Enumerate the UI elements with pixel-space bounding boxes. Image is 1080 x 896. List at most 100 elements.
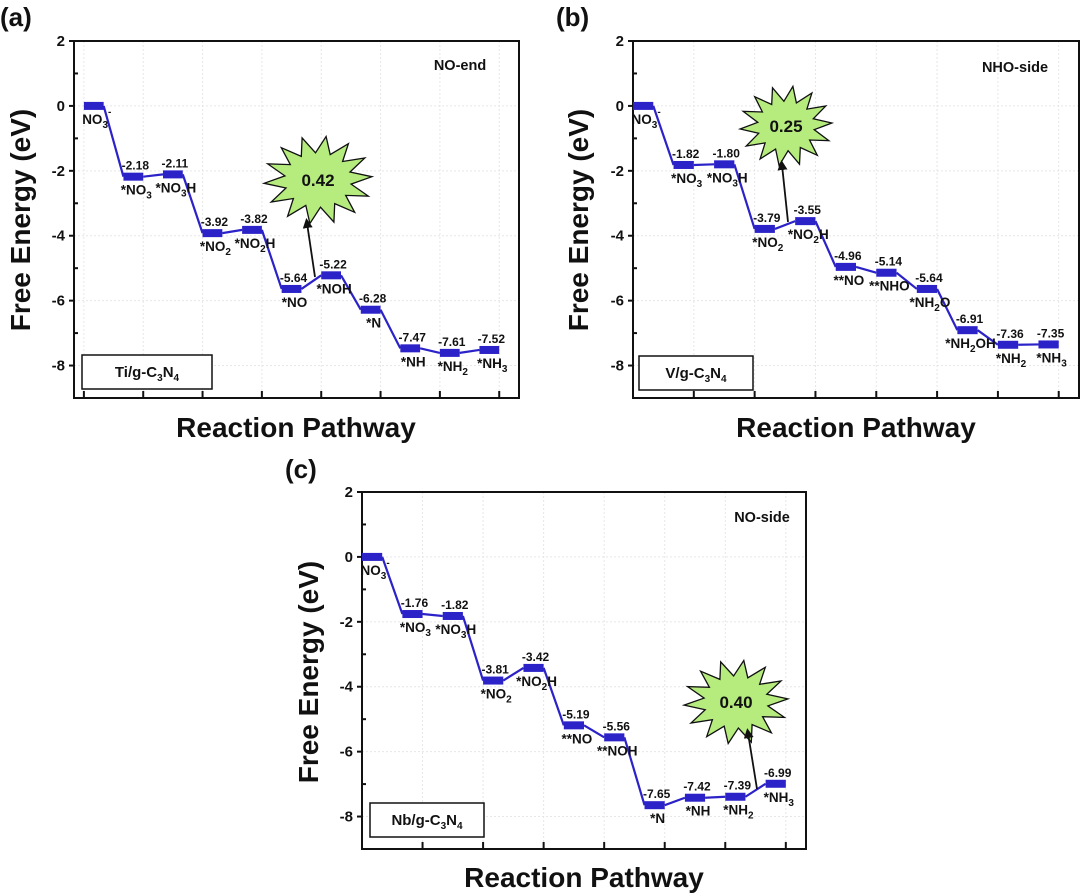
label-text: *NO bbox=[282, 295, 308, 310]
energy-value-label: -5.56 bbox=[603, 719, 631, 733]
energy-value-label: -3.42 bbox=[522, 650, 550, 664]
intermediate-label: *NH3 bbox=[1036, 350, 1067, 369]
intermediate-label: **NOH bbox=[597, 743, 638, 758]
label-subscript: 2 bbox=[225, 247, 231, 258]
step-connector bbox=[895, 271, 918, 290]
label-superscript: - bbox=[386, 558, 389, 569]
label-subscript: 3 bbox=[461, 630, 467, 641]
step-connector bbox=[774, 220, 796, 230]
label-text: *NH bbox=[438, 359, 463, 374]
intermediate-label: *N bbox=[650, 811, 665, 826]
step-connector bbox=[855, 265, 877, 274]
label-text: *NO bbox=[752, 235, 778, 250]
label-subscript: 2 bbox=[260, 244, 266, 255]
energy-level-bar bbox=[83, 101, 104, 110]
label-text: *NO bbox=[516, 674, 542, 689]
step-connector bbox=[583, 724, 605, 739]
y-tick-label: -2 bbox=[340, 614, 353, 631]
energy-level-bar bbox=[360, 305, 381, 314]
limiting-step-arrow bbox=[302, 218, 316, 278]
step-connector bbox=[705, 795, 726, 799]
label-text: H bbox=[547, 674, 557, 689]
step-connector bbox=[976, 329, 999, 346]
label-text: *NH bbox=[910, 295, 935, 310]
y-tick-label: -4 bbox=[611, 228, 625, 245]
catalyst-text: V/g-C bbox=[665, 365, 704, 382]
y-tick-label: 2 bbox=[616, 33, 624, 50]
y-tick-label: -6 bbox=[52, 293, 65, 310]
label-subscript: 2 bbox=[778, 243, 784, 254]
energy-level-bar bbox=[916, 284, 938, 293]
intermediate-label: NO3- bbox=[632, 107, 661, 131]
label-text: *NO bbox=[671, 171, 697, 186]
energy-value-label: -4.96 bbox=[834, 249, 862, 263]
limiting-step-value: 0.40 bbox=[719, 693, 752, 712]
label-text: *NO bbox=[435, 622, 461, 637]
label-text: *NH bbox=[686, 804, 711, 819]
intermediate-label: *NO2H bbox=[788, 227, 829, 246]
label-subscript: 2 bbox=[506, 695, 512, 706]
label-text: *NH bbox=[401, 354, 426, 369]
intermediate-label: **NHO bbox=[869, 279, 910, 294]
energy-series: NO3--1.82*NO3-1.80*NO3H-3.79*NO2-3.55*NO… bbox=[632, 101, 1067, 370]
panel-label: (b) bbox=[556, 2, 589, 32]
label-subscript: 3 bbox=[181, 188, 187, 199]
step-connector bbox=[419, 347, 441, 354]
energy-level-bar bbox=[684, 793, 706, 802]
y-tick-label: -4 bbox=[52, 228, 66, 245]
energy-value-label: -1.80 bbox=[713, 146, 741, 160]
intermediate-label: *NO3H bbox=[435, 622, 476, 641]
step-connector bbox=[542, 667, 565, 726]
label-text: H bbox=[266, 236, 276, 251]
energy-level-bar bbox=[633, 101, 654, 110]
label-text: *NH bbox=[477, 356, 502, 371]
intermediate-label: *NO2H bbox=[516, 674, 557, 693]
label-text: H bbox=[738, 170, 748, 185]
step-connector bbox=[814, 220, 837, 268]
x-axis-title: Reaction Pathway bbox=[176, 412, 416, 443]
energy-level-bar bbox=[281, 284, 302, 293]
label-text: *NH bbox=[764, 790, 789, 805]
limiting-step-starburst bbox=[681, 658, 791, 746]
label-text: NO bbox=[632, 112, 652, 127]
energy-level-bar bbox=[714, 160, 735, 169]
label-subscript: 3 bbox=[697, 179, 703, 190]
energy-value-label: -7.65 bbox=[643, 787, 671, 801]
energy-value-label: -7.47 bbox=[399, 330, 427, 344]
energy-level-bar bbox=[876, 268, 897, 277]
step-connector bbox=[422, 612, 443, 618]
energy-level-bar bbox=[673, 160, 694, 169]
catalyst-box bbox=[369, 802, 485, 838]
step-connector bbox=[652, 105, 675, 166]
step-connector bbox=[381, 556, 404, 615]
energy-level-bar bbox=[479, 345, 500, 354]
intermediate-label: *NH2O bbox=[910, 295, 951, 314]
label-subscript: 2 bbox=[748, 811, 754, 822]
intermediate-label: *NO3H bbox=[707, 170, 748, 189]
energy-level-bar bbox=[400, 344, 421, 353]
catalyst-subscript: 3 bbox=[441, 821, 447, 832]
energy-value-label: -2.18 bbox=[122, 159, 150, 173]
energy-value-label: -7.61 bbox=[438, 335, 466, 349]
energy-level-bar bbox=[402, 610, 423, 619]
y-tick-label: -6 bbox=[340, 744, 353, 761]
y-axis-title: Free Energy (eV) bbox=[293, 561, 324, 784]
intermediate-label: *NH2OH bbox=[945, 336, 996, 355]
label-subscript: 3 bbox=[381, 571, 387, 582]
label-text: H bbox=[466, 622, 476, 637]
energy-level-bar bbox=[362, 552, 383, 561]
y-tick-label: -8 bbox=[52, 358, 65, 375]
energy-level-bar bbox=[765, 779, 786, 788]
energy-value-label: -3.82 bbox=[240, 212, 268, 226]
energy-value-label: -1.76 bbox=[401, 596, 429, 610]
energy-level-bar bbox=[123, 172, 144, 181]
y-axis-title: Free Energy (eV) bbox=[5, 109, 36, 332]
plot-frame bbox=[361, 491, 807, 850]
energy-level-bar bbox=[483, 676, 504, 685]
energy-value-label: -3.55 bbox=[794, 203, 822, 217]
intermediate-label: NO3- bbox=[82, 107, 111, 131]
limiting-step-value: 0.42 bbox=[301, 171, 334, 190]
catalyst-box bbox=[81, 354, 213, 390]
